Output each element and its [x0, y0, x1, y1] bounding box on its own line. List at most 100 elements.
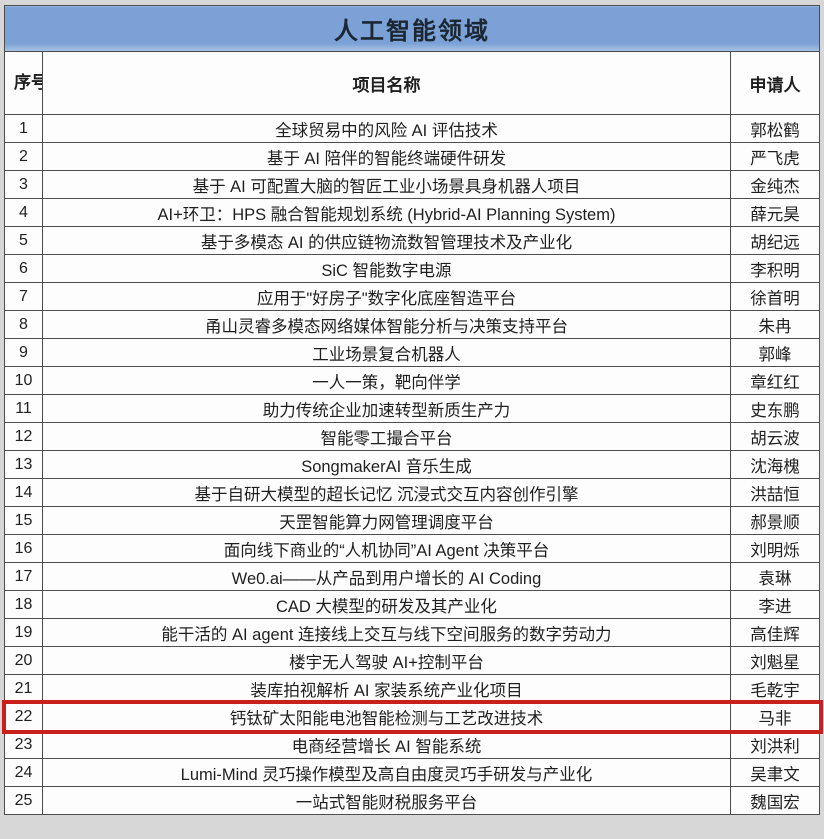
project-name-cell: 全球贸易中的风险 AI 评估技术: [42, 114, 731, 143]
row-number-cell: 19: [4, 618, 43, 647]
row-number-cell: 4: [4, 198, 43, 227]
table-row: 5 基于多模态 AI 的供应链物流数智管理技术及产业化 胡纪远: [4, 226, 821, 255]
row-number-cell: 16: [4, 534, 43, 563]
row-number-cell: 22: [4, 702, 43, 731]
project-name-cell: 一人一策，靶向伴学: [42, 366, 731, 395]
row-number-cell: 10: [4, 366, 43, 395]
applicant-cell: 高佳辉: [729, 618, 821, 647]
row-number-cell: 3: [4, 170, 43, 199]
title-row: 人工智能领域: [4, 5, 820, 52]
table-row: 7 应用于"好房子"数字化底座智造平台 徐首明: [4, 282, 821, 311]
table-row-highlighted: 22 钙钛矿太阳能电池智能检测与工艺改进技术 马非: [1, 699, 823, 734]
row-number-cell: 11: [4, 394, 43, 423]
applicant-cell: 吴聿文: [729, 758, 821, 787]
project-name-cell: 天罡智能算力网管理调度平台: [42, 506, 731, 535]
row-number-cell: 5: [4, 226, 43, 255]
row-number-cell: 6: [4, 254, 43, 283]
table-body: 1 全球贸易中的风险 AI 评估技术 郭松鹤 2 基于 AI 陪伴的智能终端硬件研发 严飞…: [1, 114, 823, 815]
table-row: 15 天罡智能算力网管理调度平台 郝景顺: [4, 506, 821, 535]
project-name-cell: 甬山灵睿多模态网络媒体智能分析与决策支持平台: [42, 310, 731, 339]
applicant-cell: 胡纪远: [729, 226, 821, 255]
table-row: 23 电商经营增长 AI 智能系统 刘洪利: [4, 730, 821, 759]
applicant-cell: 毛乾宇: [729, 674, 821, 703]
applicant-cell: 魏国宏: [729, 786, 821, 815]
applicant-cell: 刘洪利: [729, 730, 821, 759]
applicant-cell: 严飞虎: [729, 142, 821, 171]
project-name-cell: 工业场景复合机器人: [42, 338, 731, 367]
table-row: 20 楼宇无人驾驶 AI+控制平台 刘魁星: [4, 646, 821, 675]
project-name-cell: 基于 AI 陪伴的智能终端硬件研发: [42, 142, 731, 171]
table-row: 25 一站式智能财税服务平台 魏国宏: [4, 786, 821, 815]
applicant-cell: 徐首明: [729, 282, 821, 311]
col-header-applicant: 申请人: [729, 51, 821, 115]
row-number-cell: 25: [4, 786, 43, 815]
table-row: 3 基于 AI 可配置大脑的智匠工业小场景具身机器人项目 金纯杰: [4, 170, 821, 199]
project-name-cell: SongmakerAI 音乐生成: [42, 450, 731, 479]
row-number-cell: 13: [4, 450, 43, 479]
table-row: 24 Lumi-Mind 灵巧操作模型及高自由度灵巧手研发与产业化 吴聿文: [4, 758, 821, 787]
table-row: 6 SiC 智能数字电源 李积明: [4, 254, 821, 283]
table-row: 2 基于 AI 陪伴的智能终端硬件研发 严飞虎: [4, 142, 821, 171]
table-row: 18 CAD 大模型的研发及其产业化 李进: [4, 590, 821, 619]
project-name-cell: 基于 AI 可配置大脑的智匠工业小场景具身机器人项目: [42, 170, 731, 199]
table-row: 13 SongmakerAI 音乐生成 沈海槐: [4, 450, 821, 479]
table-row: 19 能干活的 AI agent 连接线上交互与线下空间服务的数字劳动力 高佳辉: [4, 618, 821, 647]
project-name-cell: 楼宇无人驾驶 AI+控制平台: [42, 646, 731, 675]
row-number-cell: 15: [4, 506, 43, 535]
row-number-cell: 9: [4, 338, 43, 367]
project-name-cell: 电商经营增长 AI 智能系统: [42, 730, 731, 759]
row-number-cell: 14: [4, 478, 43, 507]
applicant-cell: 郭峰: [729, 338, 821, 367]
table-row: 1 全球贸易中的风险 AI 评估技术 郭松鹤: [4, 114, 821, 143]
row-number-cell: 7: [4, 282, 43, 311]
row-number-cell: 20: [4, 646, 43, 675]
row-number-cell: 12: [4, 422, 43, 451]
row-number-cell: 8: [4, 310, 43, 339]
applicant-cell: 沈海槐: [729, 450, 821, 479]
table-row: 16 面向线下商业的“人机协同”AI Agent 决策平台 刘明烁: [4, 534, 821, 563]
applicant-cell: 洪喆恒: [729, 478, 821, 507]
table-row: 4 AI+环卫：HPS 融合智能规划系统 (Hybrid-AI Planning …: [4, 198, 821, 227]
table-row: 11 助力传统企业加速转型新质生产力 史东鹏: [4, 394, 821, 423]
project-name-cell: SiC 智能数字电源: [42, 254, 731, 283]
project-name-cell: 助力传统企业加速转型新质生产力: [42, 394, 731, 423]
applicant-cell: 郝景顺: [729, 506, 821, 535]
table-row: 9 工业场景复合机器人 郭峰: [4, 338, 821, 367]
row-number-cell: 21: [4, 674, 43, 703]
applicant-cell: 刘明烁: [729, 534, 821, 563]
row-number-cell: 1: [4, 114, 43, 143]
project-name-cell: 基于多模态 AI 的供应链物流数智管理技术及产业化: [42, 226, 731, 255]
project-name-cell: CAD 大模型的研发及其产业化: [42, 590, 731, 619]
row-number-cell: 24: [4, 758, 43, 787]
applicant-cell: 薛元昊: [729, 198, 821, 227]
row-number-cell: 2: [4, 142, 43, 171]
applicant-cell: 李进: [729, 590, 821, 619]
applicant-cell: 朱冉: [729, 310, 821, 339]
row-number-cell: 18: [4, 590, 43, 619]
table-row: 8 甬山灵睿多模态网络媒体智能分析与决策支持平台 朱冉: [4, 310, 821, 339]
col-header-project: 项目名称: [42, 51, 731, 115]
row-number-cell: 17: [4, 562, 43, 591]
applicant-cell: 李积明: [729, 254, 821, 283]
column-header-row: 序号 项目名称 申请人: [4, 51, 821, 115]
project-name-cell: 装库拍视解析 AI 家装系统产业化项目: [42, 674, 731, 703]
applicant-cell: 章红红: [729, 366, 821, 395]
project-name-cell: 钙钛矿太阳能电池智能检测与工艺改进技术: [42, 702, 731, 731]
applicant-cell: 金纯杰: [729, 170, 821, 199]
applicant-cell: 史东鹏: [729, 394, 821, 423]
applicant-cell: 郭松鹤: [729, 114, 821, 143]
applicant-cell: 袁琳: [729, 562, 821, 591]
table-row: 14 基于自研大模型的超长记忆 沉浸式交互内容创作引擎 洪喆恒: [4, 478, 821, 507]
applicant-cell: 刘魁星: [729, 646, 821, 675]
project-name-cell: 智能零工撮合平台: [42, 422, 731, 451]
project-name-cell: We0.ai——从产品到用户增长的 AI Coding: [42, 562, 731, 591]
row-number-cell: 23: [4, 730, 43, 759]
project-name-cell: 面向线下商业的“人机协同”AI Agent 决策平台: [42, 534, 731, 563]
table-row: 17 We0.ai——从产品到用户增长的 AI Coding 袁琳: [4, 562, 821, 591]
col-header-number: 序号: [4, 51, 43, 115]
table-title: 人工智能领域: [4, 5, 820, 52]
project-name-cell: 基于自研大模型的超长记忆 沉浸式交互内容创作引擎: [42, 478, 731, 507]
project-name-cell: 能干活的 AI agent 连接线上交互与线下空间服务的数字劳动力: [42, 618, 731, 647]
applicant-cell: 马非: [729, 702, 821, 731]
